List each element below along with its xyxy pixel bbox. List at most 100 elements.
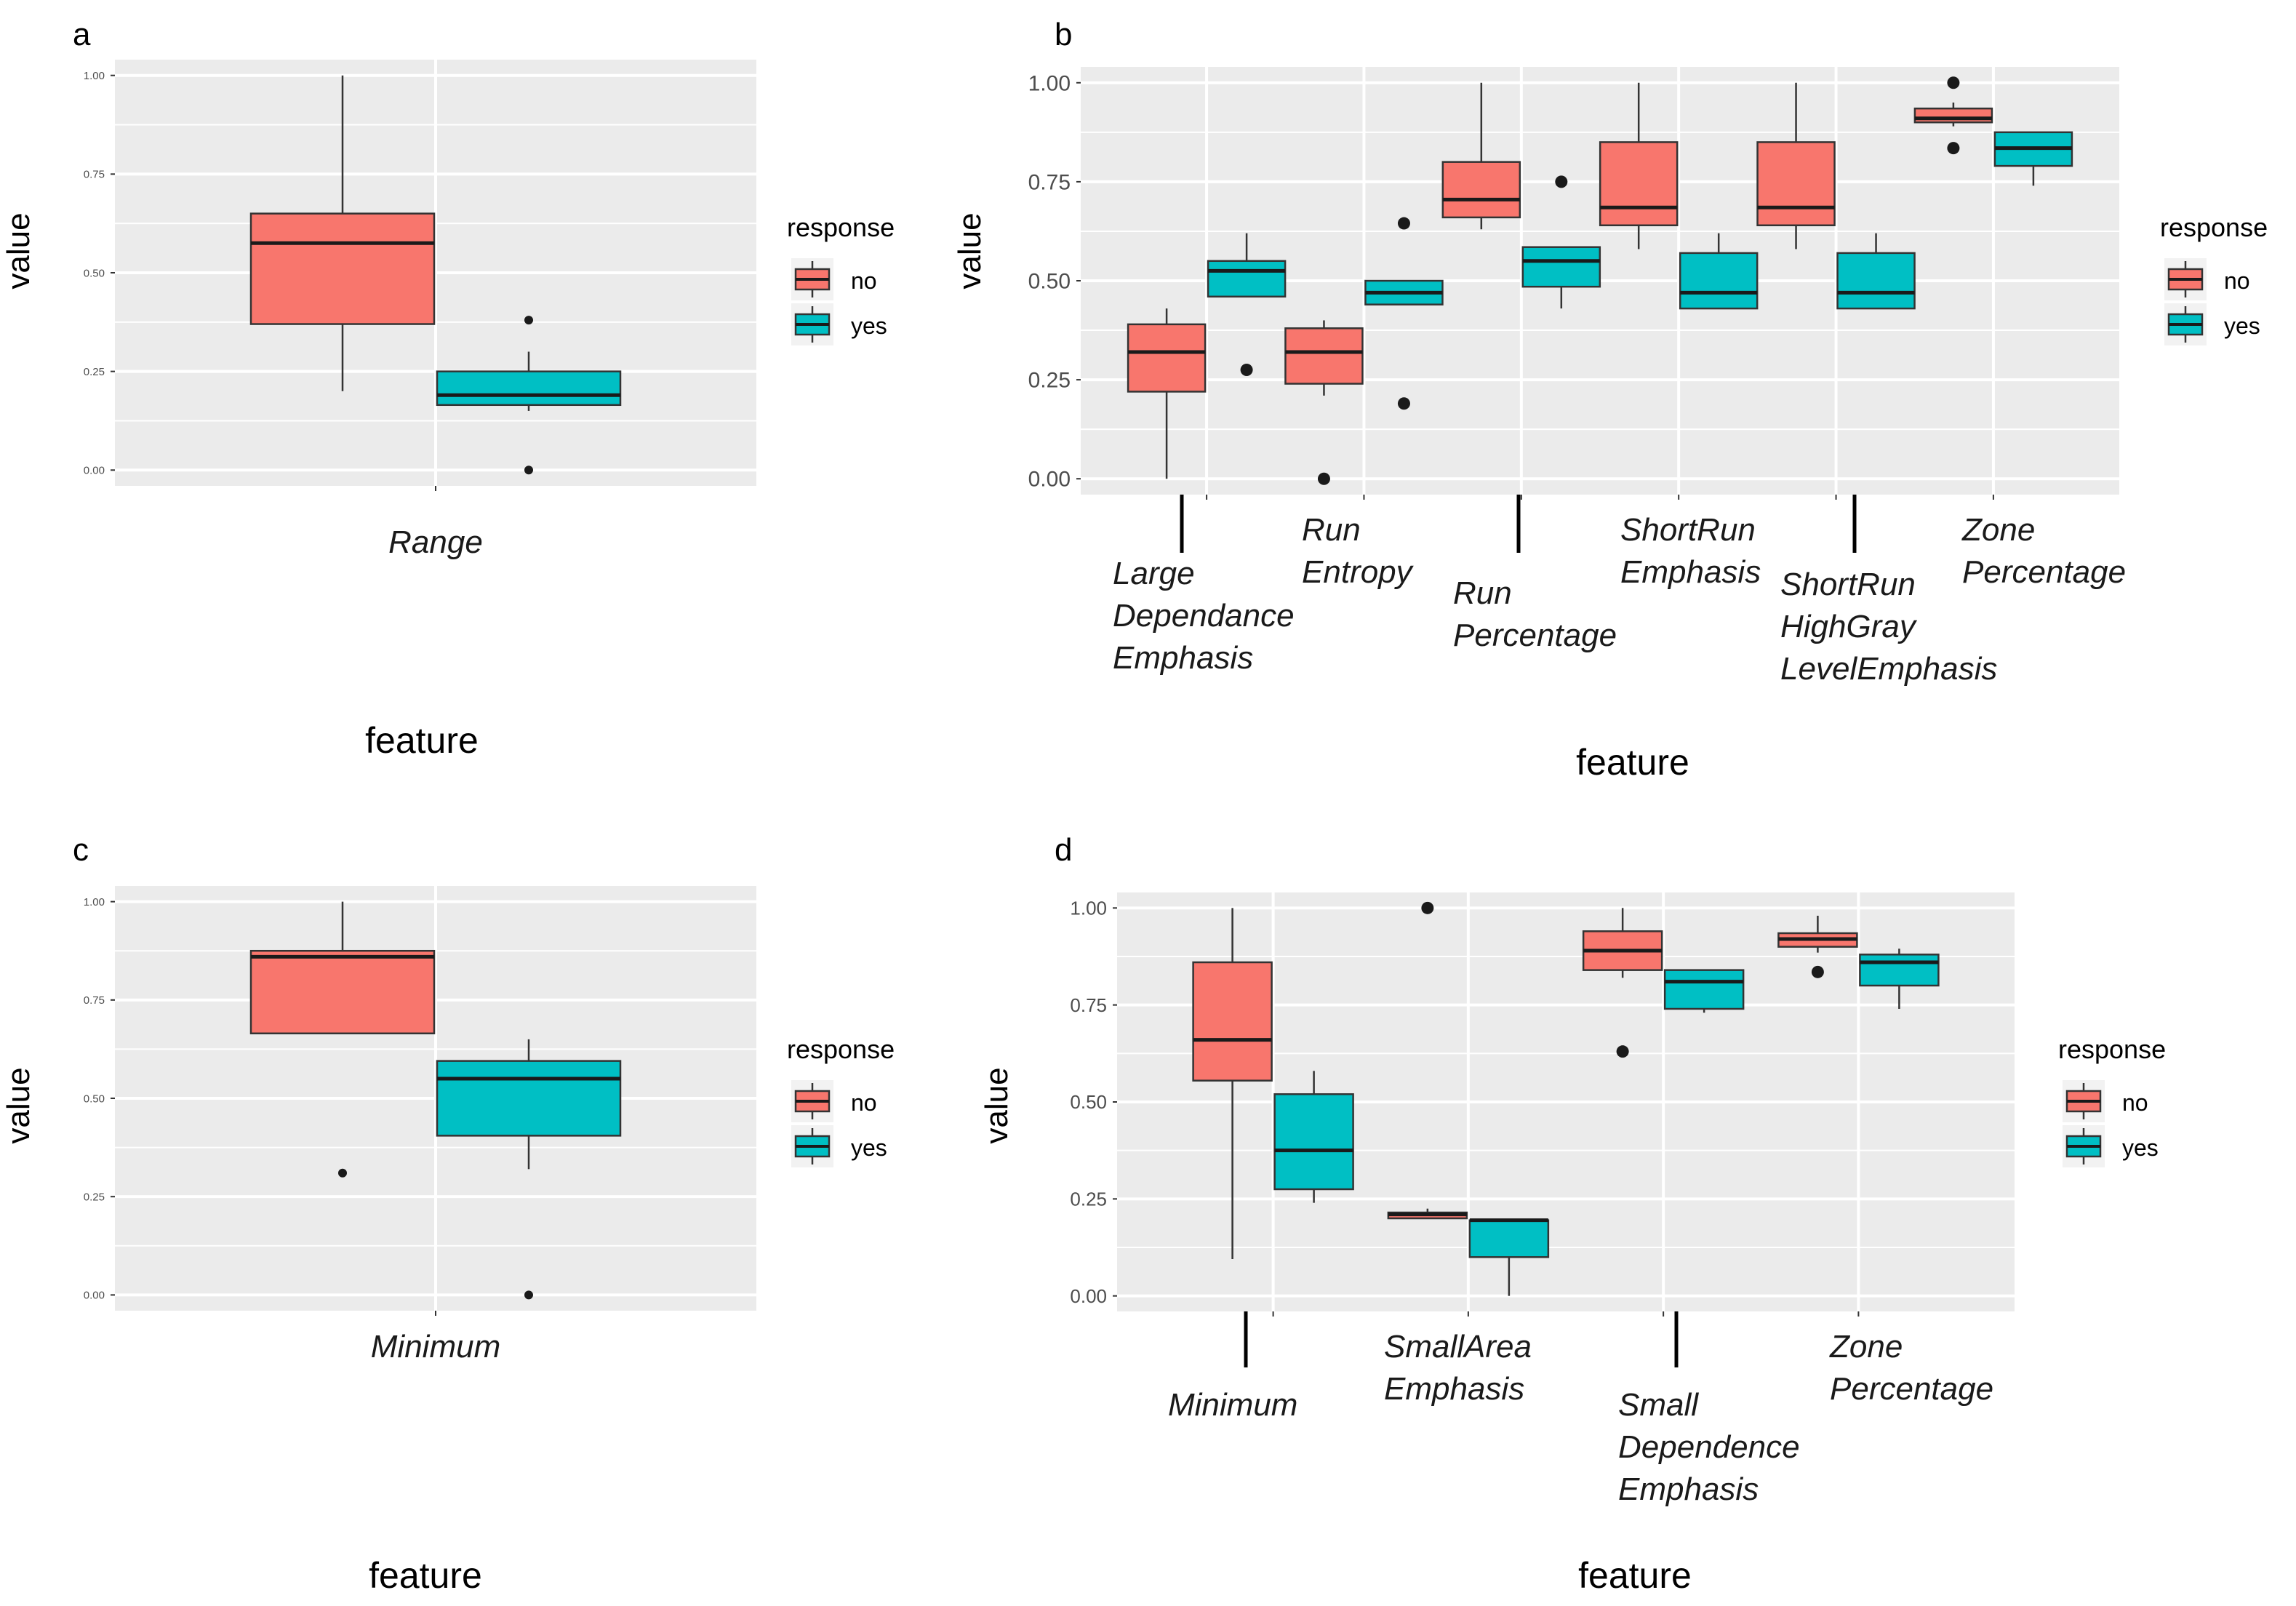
y-tick-label: 0.25 xyxy=(1028,369,1071,393)
x-tick-label: Range xyxy=(388,524,483,560)
x-tick-label: Run Entropy xyxy=(1302,512,1415,590)
x-tick-label-line: Minimum xyxy=(371,1329,500,1365)
box-no-2 xyxy=(1441,82,1521,230)
legend: response no yes xyxy=(787,1034,895,1167)
box-yes-0 xyxy=(436,316,622,475)
box-yes-1 xyxy=(1364,217,1444,410)
y-tick-label: 0.50 xyxy=(84,1092,105,1105)
y-tick-label: 1.00 xyxy=(1028,71,1071,95)
x-tick-label-line: Zone xyxy=(1829,1329,1903,1365)
x-tick-label: Zone Percentage xyxy=(1829,1329,1993,1407)
outlier-point xyxy=(1811,965,1824,978)
x-tick-label: Large Dependance Emphasis xyxy=(1113,556,1295,676)
box-iqr xyxy=(1663,969,1745,1010)
legend-label-yes: yes xyxy=(851,1135,887,1161)
x-tick-label-line: LevelEmphasis xyxy=(1780,651,1997,687)
x-tick-label-line: ShortRun xyxy=(1620,512,1756,548)
outlier-point xyxy=(1947,76,1960,89)
x-axis-title: feature xyxy=(1578,1555,1692,1596)
outlier-point xyxy=(338,1168,347,1178)
panel-c: c 0.00 0.25 0.50 0.75 1.00 value Minimum feature… xyxy=(1,832,895,1596)
legend-label-yes: yes xyxy=(2122,1135,2159,1161)
outlier-point xyxy=(1947,142,1960,155)
box-no-3 xyxy=(1599,82,1679,249)
box-yes-3 xyxy=(1679,233,1759,310)
box-yes-3 xyxy=(1859,948,1940,1009)
panel-d: d 0.00 0.25 0.50 0.75 1.00 value Minimum SmallAr… xyxy=(979,832,2166,1596)
y-tick-label: 0.75 xyxy=(84,994,105,1007)
box-no-1 xyxy=(1284,320,1364,485)
y-tick-label: 1.00 xyxy=(84,896,105,908)
box-iqr xyxy=(1836,252,1916,310)
box-yes-4 xyxy=(1836,233,1916,310)
box-yes-2 xyxy=(1663,969,1745,1013)
x-tick-label-line: Minimum xyxy=(1168,1387,1297,1423)
y-tick-label: 0.25 xyxy=(84,1191,105,1203)
box-iqr xyxy=(1468,1219,1550,1258)
outlier-point xyxy=(1421,901,1434,914)
x-tick-label-line: ShortRun xyxy=(1780,567,1916,602)
x-tick-label: Run Percentage xyxy=(1453,575,1617,653)
legend-label-no: no xyxy=(2224,268,2250,294)
legend: response no yes xyxy=(2058,1034,2166,1167)
y-tick-label: 0.75 xyxy=(1070,994,1107,1016)
box-iqr xyxy=(1859,954,1940,987)
x-axis-title: feature xyxy=(365,720,479,761)
x-tick-label-line: Percentage xyxy=(1830,1371,1993,1407)
y-tick-label: 0.00 xyxy=(1028,468,1071,492)
y-tick-label: 0.75 xyxy=(1028,170,1071,194)
outlier-point xyxy=(1616,1045,1629,1058)
box-iqr xyxy=(1192,961,1273,1082)
legend-title: response xyxy=(2160,212,2268,242)
y-tick-label: 0.50 xyxy=(1028,270,1071,294)
box-iqr xyxy=(436,1060,622,1137)
box-iqr xyxy=(1284,327,1364,385)
box-iqr xyxy=(1913,107,1993,124)
legend-title: response xyxy=(787,1034,895,1064)
legend: response no yes xyxy=(787,212,895,345)
box-iqr xyxy=(1756,141,1836,227)
outlier-point xyxy=(1397,217,1410,230)
box-yes-0 xyxy=(436,1039,622,1300)
box-iqr xyxy=(1441,161,1521,219)
box-iqr xyxy=(1273,1093,1354,1191)
outlier-point xyxy=(524,316,533,325)
box-no-0 xyxy=(1127,308,1207,479)
y-tick-label: 0.25 xyxy=(1070,1188,1107,1210)
x-tick-label-line: Percentage xyxy=(1962,554,2126,590)
box-no-3 xyxy=(1777,916,1858,978)
y-tick-label: 0.00 xyxy=(1070,1285,1107,1307)
x-tick-label-line: Run xyxy=(1453,575,1512,611)
y-axis-title: value xyxy=(952,212,988,289)
y-axis-title: value xyxy=(1,212,36,289)
outlier-point xyxy=(1240,364,1253,376)
panel-label: b xyxy=(1055,17,1072,52)
box-no-0 xyxy=(249,75,436,391)
y-tick-label: 1.00 xyxy=(1070,897,1107,919)
x-tick-label: Minimum xyxy=(1168,1387,1297,1423)
outlier-point xyxy=(1555,175,1568,188)
x-tick-label-line: Zone xyxy=(1961,512,2035,548)
legend-title: response xyxy=(2058,1034,2166,1064)
panel-label: a xyxy=(73,17,91,52)
x-tick-label: SmallArea Emphasis xyxy=(1384,1329,1532,1407)
outlier-point xyxy=(1317,472,1330,485)
panel-a: a 0.00 0.25 0.50 0.75 1.00 value Range feature re… xyxy=(1,17,895,761)
y-tick-label: 1.00 xyxy=(84,70,105,82)
box-no-2 xyxy=(1582,908,1663,1058)
box-yes-2 xyxy=(1521,175,1601,309)
x-tick-label-line: Dependence xyxy=(1618,1429,1800,1465)
x-tick-label: Zone Percentage xyxy=(1961,512,2126,590)
box-no-1 xyxy=(1387,901,1468,1220)
x-axis-title: feature xyxy=(1576,742,1689,783)
box-no-4 xyxy=(1756,82,1836,249)
legend: response no yes xyxy=(2160,212,2268,345)
x-tick-label-line: Dependance xyxy=(1113,598,1295,634)
box-yes-0 xyxy=(1273,1071,1354,1203)
box-iqr xyxy=(1521,246,1601,288)
box-iqr xyxy=(1207,260,1287,298)
outlier-point xyxy=(524,466,533,475)
legend-label-no: no xyxy=(2122,1090,2148,1116)
x-tick-label: ShortRun HighGray LevelEmphasis xyxy=(1780,567,1997,687)
